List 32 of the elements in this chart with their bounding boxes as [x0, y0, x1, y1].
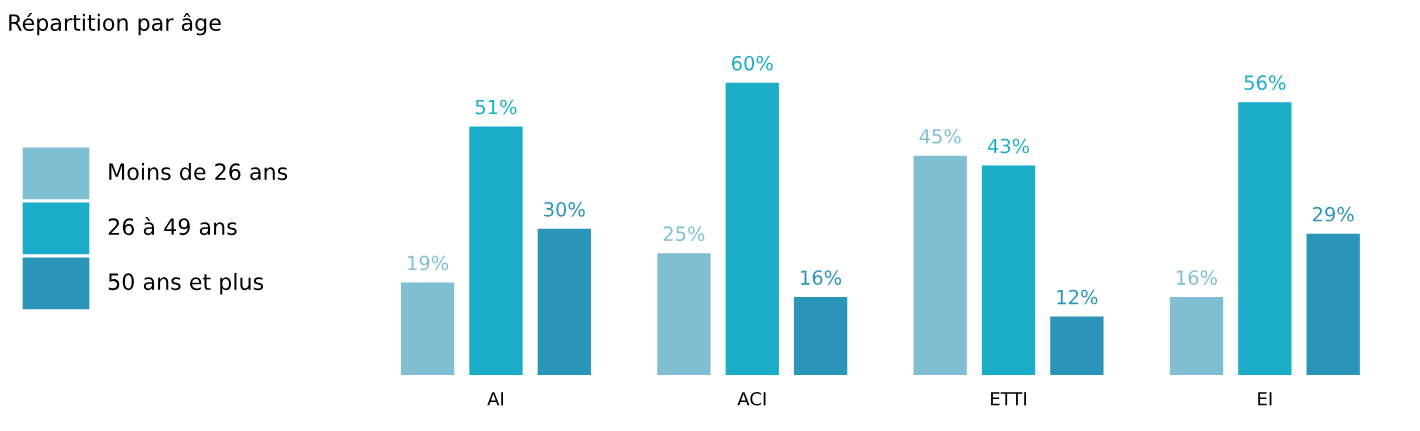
bar — [657, 253, 711, 375]
legend-label: 50 ans et plus — [108, 272, 264, 295]
bar — [793, 297, 848, 375]
bar — [1306, 233, 1360, 375]
legend-label: 26 à 49 ans — [108, 217, 237, 236]
data-label: 29% — [1313, 206, 1354, 222]
data-label: 43% — [987, 138, 1030, 154]
bar — [537, 228, 591, 375]
bar — [1238, 102, 1292, 375]
data-label: 16% — [801, 270, 842, 285]
x-tick-label: ETTI — [991, 392, 1027, 406]
data-label: 60% — [732, 55, 773, 71]
x-tick-label: EI — [1258, 392, 1272, 406]
data-label: 51% — [475, 99, 517, 115]
bar — [725, 82, 779, 375]
data-label: 25% — [663, 226, 705, 242]
data-label: 19% — [408, 255, 449, 271]
x-tick-label: ACI — [737, 391, 766, 406]
bar — [981, 165, 1036, 375]
data-label: 30% — [544, 202, 585, 217]
text: Répartition par âge — [9, 12, 221, 36]
data-label: 12% — [1057, 289, 1098, 305]
bar — [400, 282, 455, 375]
bar — [1169, 297, 1224, 375]
bar — [469, 126, 523, 375]
legend-label: Moins de 26 ans — [109, 162, 288, 181]
x-tick-label: AI — [487, 392, 504, 406]
data-label: 56% — [1244, 75, 1286, 91]
data-label: 16% — [1177, 270, 1218, 285]
data-label: 45% — [919, 128, 961, 144]
bar — [1050, 316, 1104, 375]
bar — [913, 155, 967, 375]
